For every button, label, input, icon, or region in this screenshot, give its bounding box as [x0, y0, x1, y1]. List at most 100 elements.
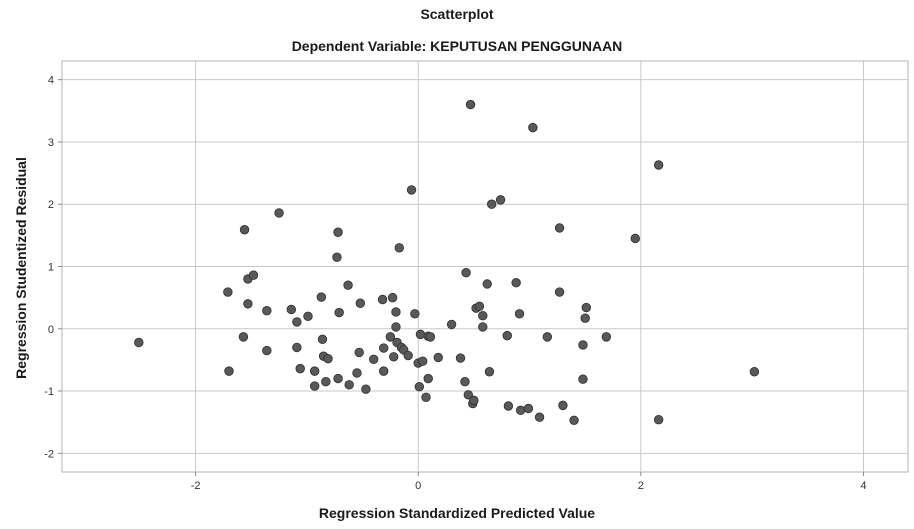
x-tick-label: 2 — [638, 480, 644, 492]
y-tick-label: 4 — [48, 75, 54, 87]
data-point — [578, 374, 588, 384]
data-point — [389, 352, 399, 362]
data-point — [262, 345, 272, 356]
y-tick-label: 1 — [48, 262, 54, 274]
data-point — [460, 377, 470, 387]
data-point — [292, 317, 302, 327]
data-point — [528, 122, 538, 133]
x-tick-label: 4 — [860, 480, 866, 492]
data-point — [394, 243, 404, 253]
data-point — [423, 373, 433, 384]
data-point — [391, 307, 401, 317]
chart-title: Scatterplot — [420, 6, 494, 22]
data-points — [134, 99, 760, 426]
y-tick-label: -1 — [44, 386, 54, 398]
data-point — [523, 403, 534, 414]
data-point — [581, 302, 591, 313]
data-point — [469, 395, 479, 406]
data-point — [334, 307, 344, 318]
data-point — [514, 309, 525, 319]
data-point — [354, 347, 364, 358]
x-tick-label: -2 — [191, 480, 201, 492]
data-point — [134, 337, 144, 348]
data-point — [534, 412, 545, 422]
grid-lines — [62, 61, 908, 472]
data-point — [417, 356, 428, 366]
data-point — [355, 298, 366, 308]
data-point — [474, 301, 485, 312]
data-point — [415, 329, 426, 340]
data-point — [433, 352, 443, 363]
data-point — [558, 400, 568, 411]
data-point — [238, 332, 249, 342]
data-point — [391, 322, 401, 332]
data-point — [653, 160, 664, 170]
data-point — [515, 405, 526, 416]
data-point — [465, 99, 476, 110]
data-point — [580, 313, 590, 323]
data-point — [286, 304, 297, 315]
data-point — [425, 332, 436, 342]
data-point — [379, 343, 389, 353]
data-point — [495, 195, 506, 205]
data-point — [223, 287, 233, 297]
data-point — [630, 233, 640, 244]
data-point — [478, 310, 488, 321]
data-point — [309, 366, 320, 376]
data-point — [463, 390, 474, 400]
data-point — [410, 309, 420, 319]
data-point — [344, 380, 354, 390]
data-point — [262, 306, 272, 316]
data-point — [332, 252, 342, 262]
data-point — [316, 292, 327, 302]
data-point — [317, 334, 328, 345]
data-point — [482, 279, 492, 289]
data-point — [224, 366, 234, 376]
data-point — [749, 367, 760, 377]
data-point — [361, 384, 371, 394]
data-point — [578, 340, 588, 350]
data-point — [542, 332, 553, 342]
data-point — [321, 377, 331, 387]
data-point — [554, 287, 565, 297]
data-point — [601, 332, 612, 342]
data-point — [554, 223, 565, 233]
data-point — [486, 199, 497, 209]
data-point — [421, 392, 431, 402]
x-tick-label: 0 — [415, 480, 421, 492]
y-tick-label: -2 — [44, 448, 54, 460]
data-point — [403, 350, 413, 361]
data-point — [303, 311, 313, 322]
data-point — [461, 268, 471, 278]
data-point — [333, 227, 343, 237]
data-point — [653, 414, 664, 425]
data-point — [478, 322, 488, 332]
data-point — [292, 342, 302, 353]
data-point — [343, 280, 353, 290]
data-point — [446, 319, 457, 330]
data-point — [243, 299, 253, 309]
data-point — [502, 330, 512, 341]
data-point — [569, 415, 579, 426]
y-tick-label: 2 — [48, 199, 54, 211]
data-point — [352, 368, 362, 378]
data-point — [484, 367, 495, 377]
data-point — [333, 373, 343, 384]
data-point — [377, 294, 388, 305]
chart-subtitle: Dependent Variable: KEPUTUSAN PENGGUNAAN — [291, 38, 623, 54]
data-point — [414, 381, 425, 392]
data-point — [248, 270, 259, 280]
data-point — [511, 277, 521, 288]
data-point — [387, 292, 398, 303]
data-point — [406, 185, 417, 195]
data-point — [379, 366, 389, 376]
y-tick-label: 3 — [48, 137, 54, 149]
axis-ticks: -2 0 2 4 -2 -1 0 1 2 3 4 — [44, 75, 866, 492]
data-point — [295, 363, 305, 374]
data-point — [323, 353, 333, 364]
data-point — [503, 401, 514, 411]
x-axis-label: Regression Standardized Predicted Value — [318, 505, 596, 521]
data-point — [274, 208, 284, 218]
data-point — [368, 354, 379, 364]
